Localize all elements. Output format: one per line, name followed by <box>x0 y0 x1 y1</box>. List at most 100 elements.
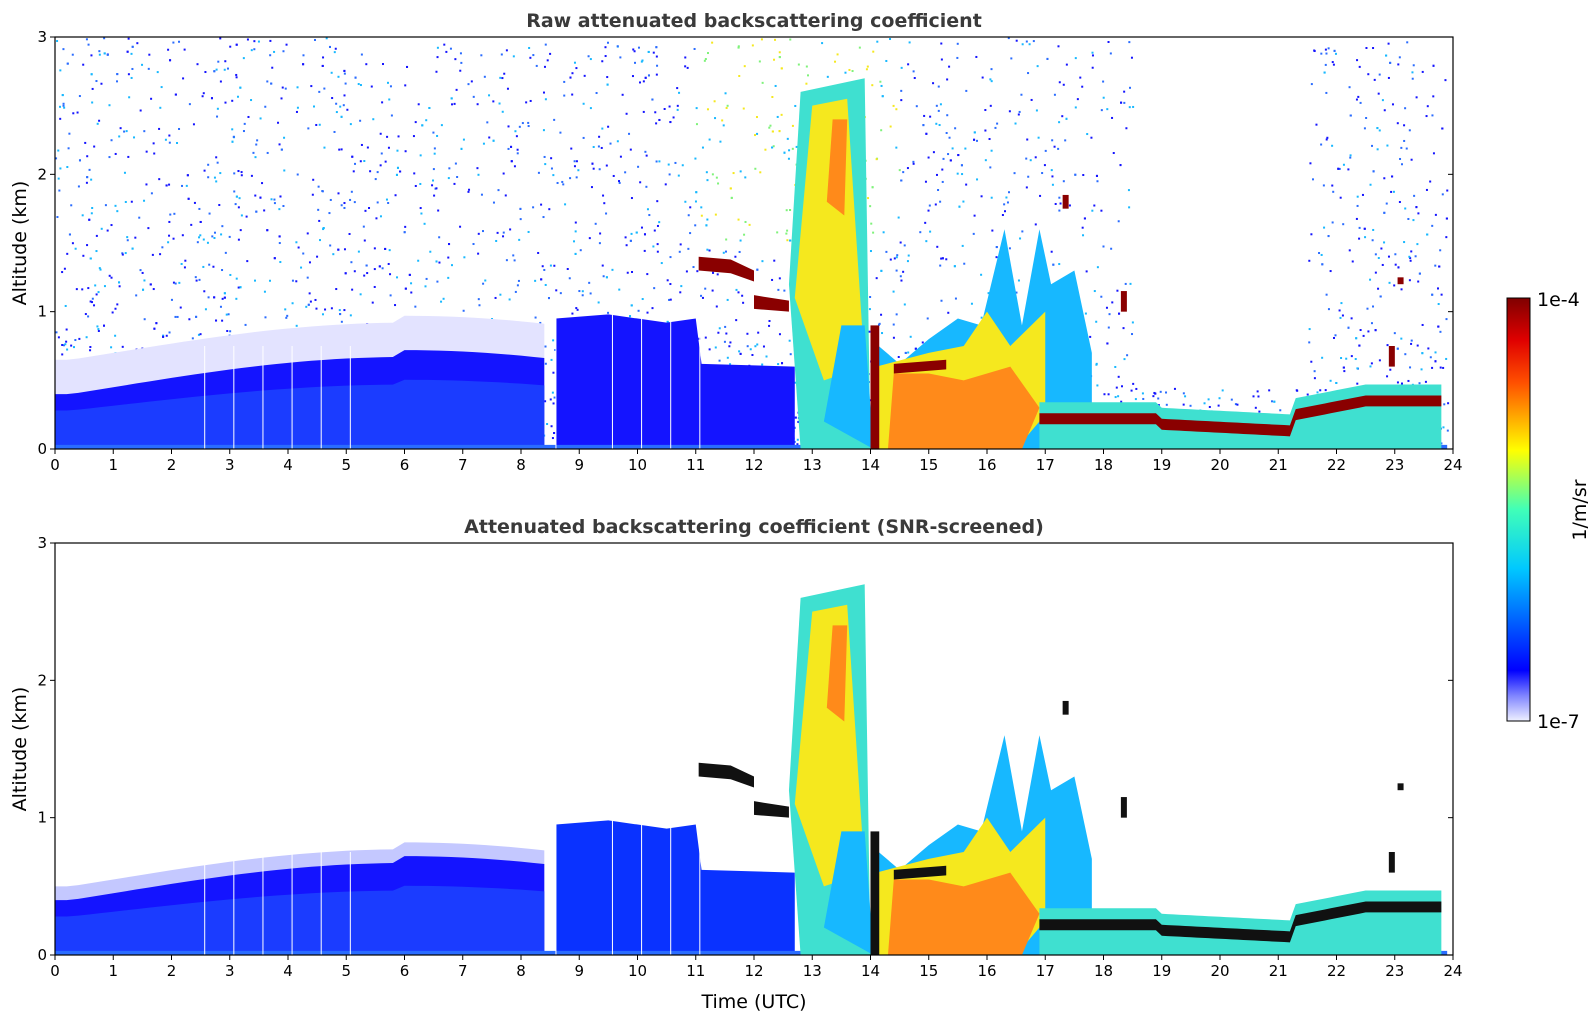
noise-pixel <box>126 236 129 239</box>
noise-pixel <box>174 315 177 318</box>
noise-pixel <box>61 271 64 274</box>
noise-pixel <box>404 150 407 153</box>
noise-pixel <box>940 42 943 45</box>
noise-pixel <box>1332 63 1335 66</box>
noise-pixel <box>213 237 216 240</box>
noise-pixel <box>1323 226 1326 229</box>
noise-pixel <box>114 204 117 207</box>
noise-pixel <box>591 162 594 165</box>
noise-pixel <box>1325 293 1328 296</box>
noise-pixel <box>85 38 88 41</box>
noise-pixel <box>499 293 502 296</box>
noise-pixel <box>1355 98 1358 101</box>
noise-pixel <box>257 40 260 43</box>
noise-pixel <box>259 117 262 120</box>
plume-mid <box>794 604 865 887</box>
noise-pixel <box>168 134 171 137</box>
noise-pixel <box>553 432 556 435</box>
noise-pixel <box>932 151 935 154</box>
noise-pixel <box>131 67 134 70</box>
noise-pixel <box>1111 301 1114 304</box>
noise-pixel <box>476 103 479 106</box>
noise-pixel <box>337 75 340 78</box>
noise-pixel <box>198 278 201 281</box>
noise-pixel <box>334 47 337 50</box>
noise-pixel <box>57 336 60 339</box>
noise-pixel <box>643 233 646 236</box>
x-tick-label: 24 <box>1443 962 1462 980</box>
noise-pixel <box>954 297 957 300</box>
noise-pixel <box>1429 180 1432 183</box>
noise-pixel <box>925 240 928 243</box>
noise-pixel <box>550 358 553 361</box>
noise-pixel <box>704 58 707 61</box>
noise-pixel <box>991 229 994 232</box>
noise-pixel <box>1059 202 1062 205</box>
noise-pixel <box>207 296 210 299</box>
noise-pixel <box>549 398 552 401</box>
noise-pixel <box>1041 172 1044 175</box>
noise-pixel <box>788 339 791 342</box>
noise-pixel <box>1086 133 1089 136</box>
x-tick-label: 21 <box>1269 962 1288 980</box>
noise-pixel <box>667 163 670 166</box>
noise-pixel <box>721 119 724 122</box>
noise-pixel <box>912 160 915 163</box>
noise-pixel <box>1387 42 1390 45</box>
noise-pixel <box>158 127 161 130</box>
noise-pixel <box>386 135 389 138</box>
noise-pixel <box>1119 164 1122 167</box>
noise-pixel <box>279 195 282 198</box>
noise-pixel <box>141 271 144 274</box>
noise-pixel <box>388 98 391 101</box>
noise-pixel <box>676 104 679 107</box>
noise-pixel <box>925 132 928 135</box>
noise-pixel <box>751 44 754 47</box>
noise-pixel <box>437 209 440 212</box>
noise-pixel <box>1107 41 1110 44</box>
noise-pixel <box>396 166 399 169</box>
noise-pixel <box>1383 109 1386 112</box>
noise-pixel <box>921 341 924 344</box>
noise-pixel <box>501 110 504 113</box>
noise-pixel <box>130 200 133 203</box>
noise-pixel <box>315 123 318 126</box>
noise-pixel <box>897 216 900 219</box>
noise-pixel <box>123 171 126 174</box>
noise-pixel <box>445 50 448 53</box>
noise-pixel <box>892 323 895 326</box>
noise-pixel <box>432 179 435 182</box>
x-tick-label: 11 <box>686 456 705 474</box>
noise-pixel <box>1414 255 1417 258</box>
noise-pixel <box>1058 121 1061 124</box>
noise-pixel <box>1348 249 1351 252</box>
noise-pixel <box>794 104 797 107</box>
noise-pixel <box>571 312 574 315</box>
noise-pixel <box>64 304 67 307</box>
noise-pixel <box>1409 366 1412 369</box>
noise-pixel <box>141 63 144 66</box>
noise-pixel <box>995 256 998 259</box>
noise-pixel <box>182 77 185 80</box>
noise-pixel <box>331 97 334 100</box>
noise-pixel <box>219 305 222 308</box>
noise-pixel <box>980 273 983 276</box>
noise-pixel <box>477 232 480 235</box>
noise-pixel <box>552 402 555 405</box>
noise-pixel <box>269 39 272 42</box>
noise-pixel <box>228 235 231 238</box>
x-tick-label: 3 <box>225 962 235 980</box>
x-tick-label: 19 <box>1152 456 1171 474</box>
noise-pixel <box>1408 129 1411 132</box>
noise-pixel <box>131 247 134 250</box>
noise-pixel <box>110 224 113 227</box>
noise-pixel <box>492 100 495 103</box>
x-tick-label: 2 <box>167 456 177 474</box>
noise-pixel <box>86 176 89 179</box>
noise-pixel <box>957 154 960 157</box>
noise-pixel <box>1365 117 1368 120</box>
noise-pixel <box>104 204 107 207</box>
noise-pixel <box>343 69 346 72</box>
noise-pixel <box>408 273 411 276</box>
noise-pixel <box>1369 365 1372 368</box>
